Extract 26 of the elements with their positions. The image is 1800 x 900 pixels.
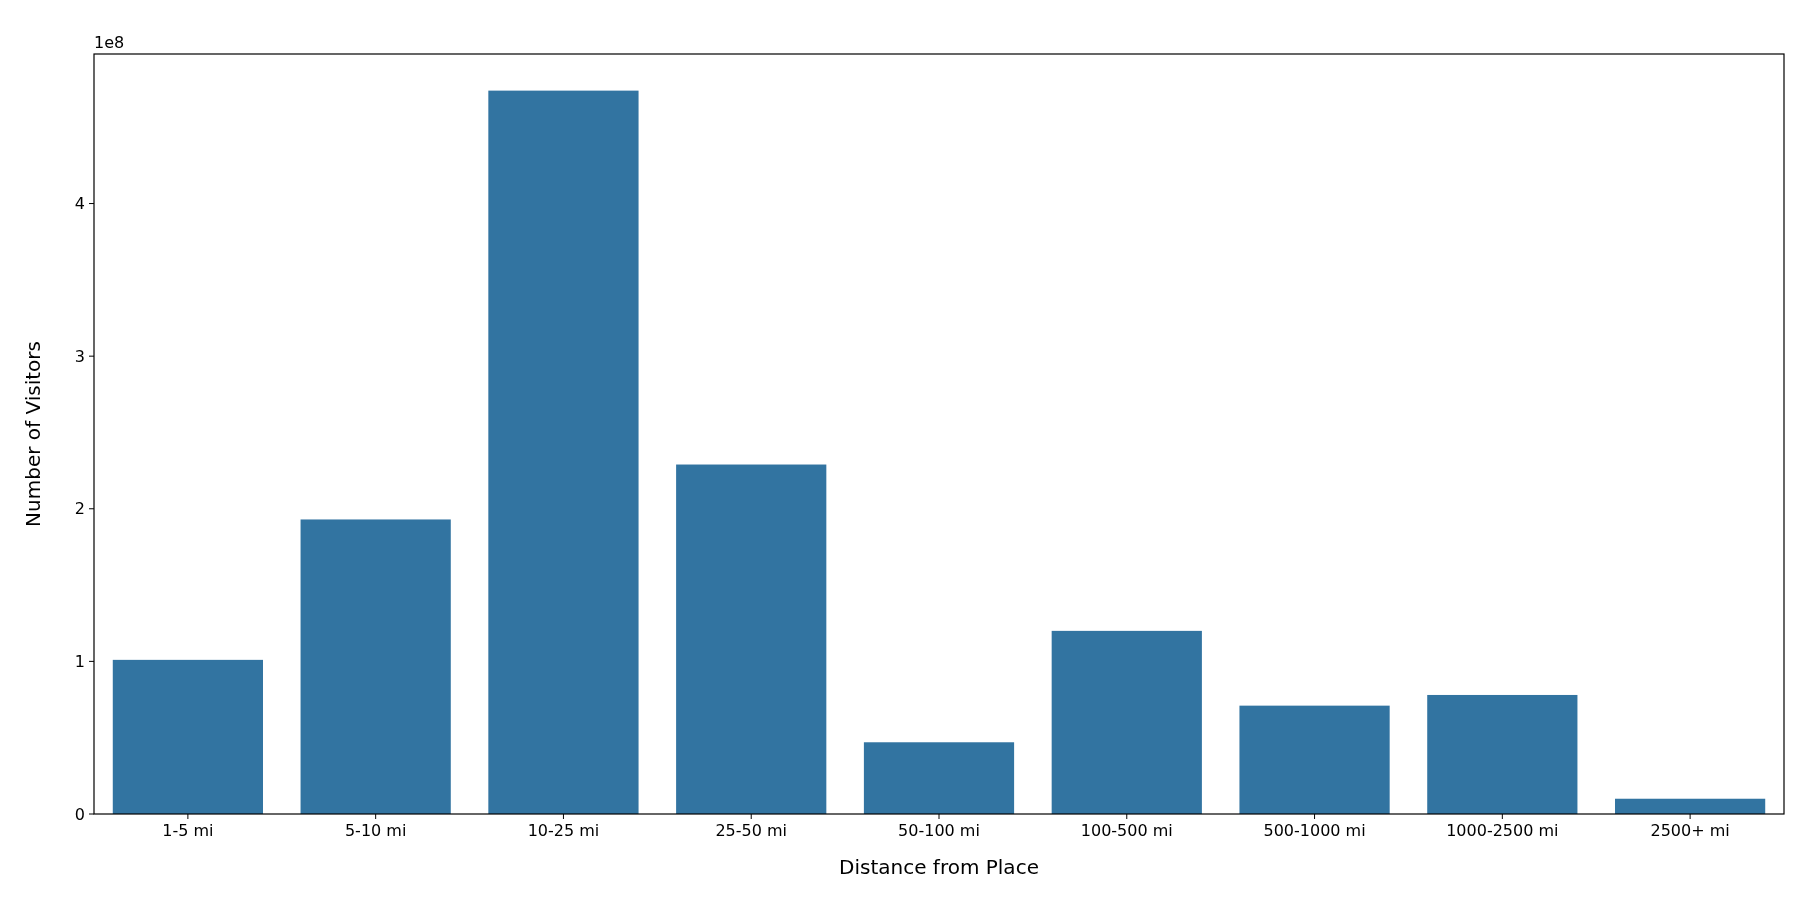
y-axis-title: Number of Visitors [21,341,45,527]
y-tick-label: 2 [74,499,85,519]
x-tick-label: 50-100 mi [898,821,980,840]
bar [1239,705,1390,814]
x-tick-label: 100-500 mi [1080,821,1173,840]
x-axis-title: Distance from Place [839,855,1039,879]
bar [488,90,639,814]
bar [300,519,451,814]
text: 1e8 [94,33,125,52]
bar [1427,694,1578,814]
y-tick-label: 3 [74,346,85,366]
x-tick-label: 5-10 mi [344,821,407,840]
bar [863,742,1015,814]
bar [1051,630,1202,814]
x-tick-label: 500-1000 mi [1263,821,1366,840]
x-tick-label: 1000-2500 mi [1446,821,1559,840]
x-tick-label: 1-5 mi [162,821,214,840]
x-tick-label: 25-50 mi [715,821,788,840]
y-tick-label: 4 [74,194,85,214]
y-tick-label: 0 [74,804,85,824]
bar [676,464,827,814]
y-tick-label: 1 [74,651,85,671]
bar [1615,798,1766,814]
x-tick-label: 2500+ mi [1650,821,1730,840]
bar [112,659,263,814]
x-tick-label: 10-25 mi [527,821,600,840]
